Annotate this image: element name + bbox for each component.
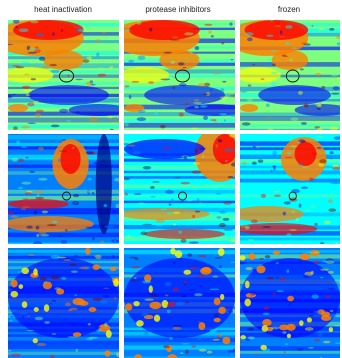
heatmap-panel xyxy=(124,248,235,358)
heatmap-panel xyxy=(124,134,235,244)
region-marker-circle xyxy=(59,69,75,83)
region-marker-circle xyxy=(62,191,72,201)
heatmap-panel xyxy=(124,20,235,130)
heatmap-panel xyxy=(240,20,340,130)
heatmap-panel xyxy=(8,20,119,130)
region-marker-circle xyxy=(175,69,191,83)
region-marker-circle xyxy=(285,69,300,83)
region-marker-circle xyxy=(178,191,188,201)
column-title-frozen: frozen xyxy=(277,5,301,14)
heatmap-panel xyxy=(240,248,340,358)
column-title-protease-inhibitors: protease inhibitors xyxy=(145,5,211,14)
heatmap-panel xyxy=(240,134,340,244)
region-marker-circle xyxy=(288,191,297,201)
heatmap-panel xyxy=(8,248,119,358)
column-title-heat-inactivation: heat inactivation xyxy=(34,5,92,14)
heatmap-panel xyxy=(8,134,119,244)
